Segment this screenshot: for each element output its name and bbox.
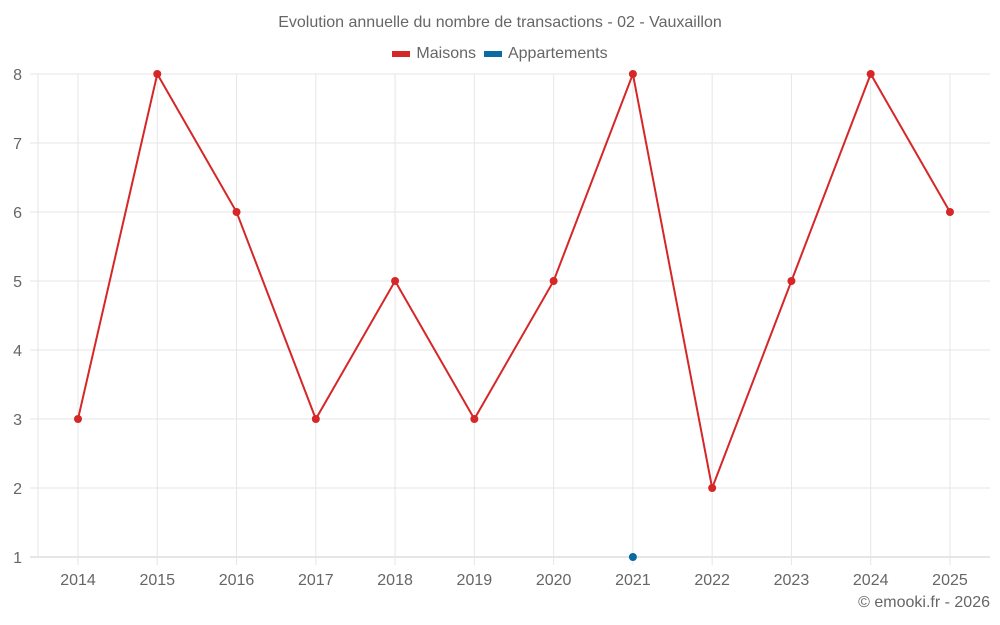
y-tick-label: 4 [13,343,22,360]
legend-swatch-maisons [392,51,411,57]
data-point-maisons [945,208,954,216]
x-tick-label: 2015 [139,572,175,589]
data-point-maisons [311,415,320,423]
y-tick-label: 1 [13,550,22,567]
data-point-maisons [153,70,162,78]
x-tick-label: 2016 [219,572,255,589]
data-point-maisons [232,208,241,216]
x-tick-label: 2022 [694,572,730,589]
legend-swatch-appartements [483,51,502,57]
data-point-maisons [549,277,558,285]
x-tick-label: 2025 [932,572,968,589]
legend: Maisons Appartements [0,45,1000,63]
data-point-maisons [391,277,400,285]
data-point-maisons [787,277,796,285]
y-tick-label: 2 [13,481,22,498]
data-point-maisons [866,70,875,78]
y-tick-label: 6 [13,205,22,222]
y-tick-label: 8 [13,67,22,84]
x-tick-label: 2017 [298,572,334,589]
x-tick-label: 2018 [377,572,413,589]
data-point-appartements [628,553,637,561]
legend-label-appartements: Appartements [507,45,608,62]
y-tick-label: 7 [13,136,22,153]
data-point-maisons [470,415,479,423]
data-point-maisons [708,484,717,492]
x-tick-label: 2019 [457,572,493,589]
legend-item-maisons[interactable]: Maisons [392,45,476,63]
y-tick-label: 5 [13,274,22,291]
y-tick-label: 3 [13,412,22,429]
x-tick-label: 2021 [615,572,651,589]
series-line-maisons [77,70,951,492]
credit-text: © emooki.fr - 2026 [858,594,990,611]
data-point-maisons [74,415,82,423]
legend-label-maisons: Maisons [416,45,476,62]
data-point-maisons [628,70,637,78]
x-tick-label: 2020 [536,572,572,589]
x-tick-label: 2024 [853,572,889,589]
x-tick-label: 2023 [774,572,810,589]
legend-item-appartements[interactable]: Appartements [483,45,608,63]
x-tick-label: 2014 [60,572,96,589]
chart-title: Evolution annuelle du nombre de transact… [278,14,722,31]
